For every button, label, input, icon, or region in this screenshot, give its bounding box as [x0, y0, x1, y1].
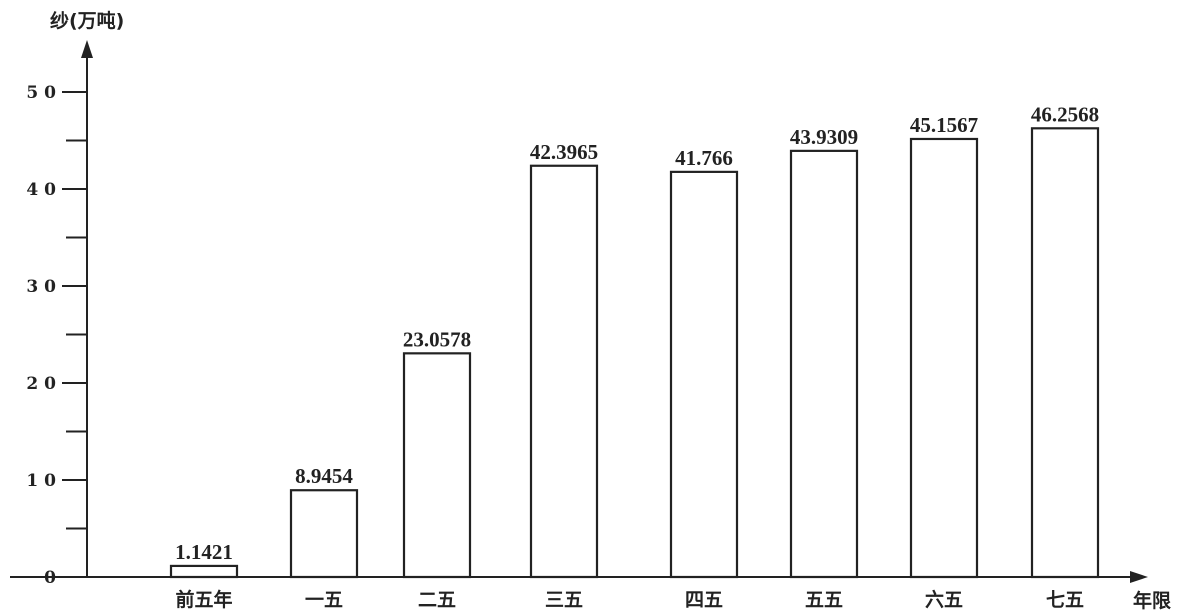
data-label-2: 8.9454	[295, 464, 353, 488]
category-label-4: 三五	[545, 589, 583, 611]
bars	[169, 127, 1100, 579]
category-label-3: 二五	[418, 589, 456, 611]
category-label-5: 四五	[685, 589, 723, 611]
y-tick-label: 0	[44, 568, 56, 588]
category-label-2: 一五	[305, 589, 343, 611]
category-label-1: 前五年	[175, 588, 232, 611]
data-labels: 1.1421 8.9454 23.0578 42.3965 41.766 43.9309 4…	[175, 102, 1099, 564]
category-label-6: 五五	[805, 589, 843, 611]
category-label-8: 七五	[1046, 589, 1084, 611]
bar-6	[789, 149, 859, 579]
y-axis-arrow-icon	[81, 40, 93, 58]
data-label-7: 45.1567	[910, 113, 978, 137]
y-tick-label: 1 0	[26, 471, 56, 491]
y-axis-title: 纱(万吨)	[50, 9, 124, 32]
data-label-8: 46.2568	[1031, 102, 1099, 126]
y-tick-label: 2 0	[26, 374, 56, 394]
data-label-5: 41.766	[675, 146, 733, 170]
x-axis-arrow-icon	[1130, 571, 1148, 583]
data-label-6: 43.9309	[790, 125, 858, 149]
y-tick-label: 4 0	[26, 180, 56, 200]
bar-3	[402, 352, 472, 579]
y-tick-label: 3 0	[26, 277, 56, 297]
bar-2	[289, 489, 359, 579]
x-axis-title: 年限	[1133, 589, 1171, 612]
bar-4	[529, 164, 599, 579]
bar-7	[909, 137, 979, 579]
data-label-3: 23.0578	[403, 327, 471, 351]
category-labels: 前五年 一五 二五 三五 四五 五五 六五 七五	[175, 588, 1084, 611]
data-label-1: 1.1421	[175, 540, 233, 564]
bar-8	[1030, 127, 1100, 579]
bar-1	[169, 564, 239, 579]
category-label-7: 六五	[925, 588, 963, 611]
data-label-4: 42.3965	[530, 140, 598, 164]
y-ticks: 0 1 0 2 0 3 0 4 0 5 0	[26, 83, 87, 588]
bar-5	[669, 170, 739, 579]
y-tick-label: 5 0	[26, 83, 56, 103]
